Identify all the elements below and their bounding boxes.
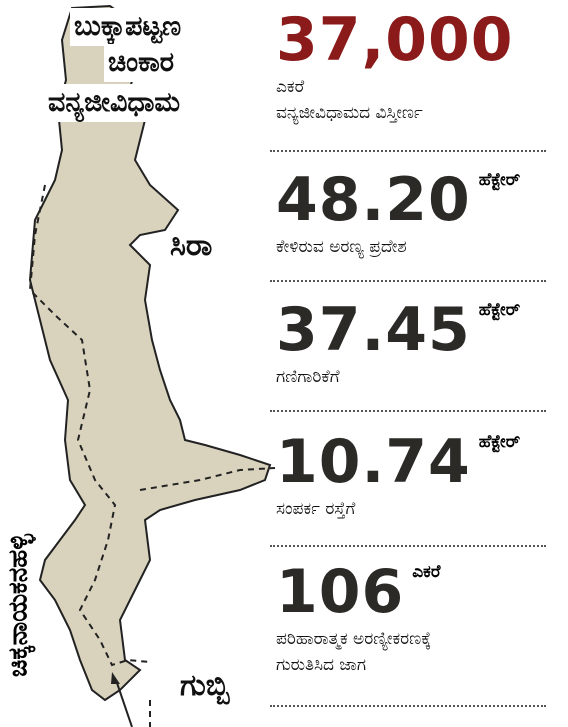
sanctuary-title-line-1: ಬುಕ್ಕಾಪಟ್ಟಣ bbox=[70, 8, 186, 46]
stat-value: 37.45 bbox=[276, 295, 471, 365]
divider bbox=[270, 150, 546, 152]
stat-value: 10.74 bbox=[276, 427, 471, 497]
sanctuary-title-line-3: ವನ್ಯಜೀವಿಧಾಮ bbox=[44, 84, 185, 122]
stat-block-mining: 37.45 ಹೆಕ್ಟೇರ್ ಗಣಿಗಾರಿಕೆಗೆ bbox=[276, 300, 546, 390]
stat-unit: ಹೆಕ್ಟೇರ್ bbox=[478, 170, 521, 190]
divider bbox=[270, 410, 546, 412]
divider bbox=[270, 705, 546, 707]
divider bbox=[270, 545, 546, 547]
stat-block-requested-forest: 48.20 ಹೆಕ್ಟೇರ್ ಕೇಳಿರುವ ಅರಣ್ಯ ಪ್ರದೇಶ bbox=[276, 170, 546, 260]
place-label-chikkanayakanahalli: ಚಿಕ್ಕನಾಯಕನಹಳ್ಳಿ bbox=[3, 533, 34, 678]
stat-description: ಗಣಿಗಾರಿಕೆಗೆ bbox=[276, 367, 340, 387]
arrow-head-icon bbox=[111, 672, 120, 684]
divider bbox=[270, 280, 546, 282]
stat-block-road: 10.74 ಹೆಕ್ಟೇರ್ ಸಂಪರ್ಕ ರಸ್ತೆಗೆ bbox=[276, 432, 546, 522]
sanctuary-area bbox=[28, 4, 272, 702]
stat-block-compensatory: 106 ಎಕರೆ ಪರಿಹಾರಾತ್ಮಕ ಅರಣ್ಯೀಕರಣಕ್ಕೆ ಗುರುತಿ… bbox=[276, 562, 546, 678]
stat-unit-line: ಎಕರೆ bbox=[276, 77, 305, 97]
stat-description-line-1: ಪರಿಹಾರಾತ್ಮಕ ಅರಣ್ಯೀಕರಣಕ್ಕೆ bbox=[276, 629, 432, 649]
stat-value: 106 bbox=[276, 557, 405, 627]
boundary-dashed-line bbox=[28, 184, 151, 667]
stat-description-line-2: ಗುರುತಿಸಿದ ಜಾಗ bbox=[276, 655, 367, 675]
stat-block-area: 37,000 ಎಕರೆ ವನ್ಯಜೀವಿಧಾಮದ ವಿಸ್ತೀರ್ಣ bbox=[276, 10, 546, 126]
stat-value: 48.20 bbox=[276, 165, 471, 235]
stat-value: 37,000 bbox=[276, 5, 514, 75]
stat-unit: ಎಕರೆ bbox=[412, 562, 441, 582]
stat-unit: ಹೆಕ್ಟೇರ್ bbox=[478, 432, 521, 452]
place-label-sira: ಸಿರಾ bbox=[170, 228, 213, 263]
stat-description: ಸಂಪರ್ಕ ರಸ್ತೆಗೆ bbox=[276, 499, 356, 519]
stat-description: ಕೇಳಿರುವ ಅರಣ್ಯ ಪ್ರದೇಶ bbox=[276, 237, 407, 257]
stat-unit: ಹೆಕ್ಟೇರ್ bbox=[478, 300, 521, 320]
road-dashed-line bbox=[139, 467, 276, 491]
place-label-gubbi: ಗುಬ್ಬಿ bbox=[180, 668, 230, 703]
stat-description: ವನ್ಯಜೀವಿಧಾಮದ ವಿಸ್ತೀರ್ಣ bbox=[276, 103, 423, 123]
sanctuary-title-line-2: ಚಿಂಕಾರ bbox=[104, 44, 179, 82]
pointer-arrow bbox=[115, 679, 133, 727]
